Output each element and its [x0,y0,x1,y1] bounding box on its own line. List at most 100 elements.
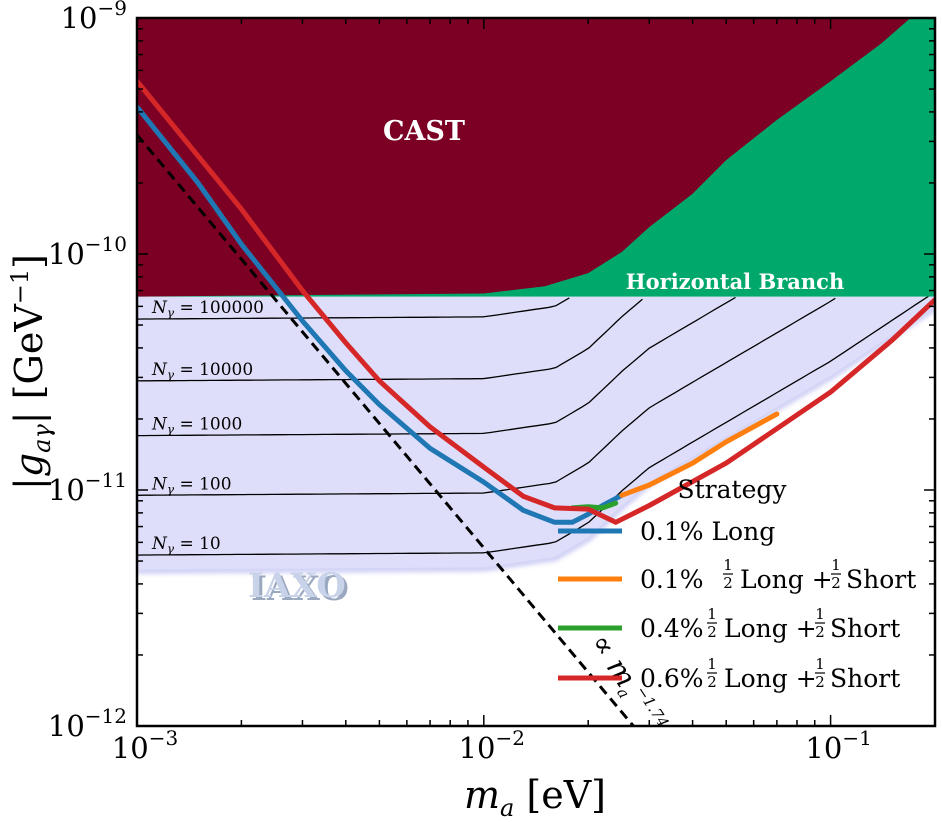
contour-label: Nγ = 1000 [151,415,242,437]
tick-label-base: 10 [48,709,85,743]
contour-label-sub: γ [167,482,175,496]
tick-label: 10−10 [48,232,127,271]
x-axis-title-sub: a [500,794,514,822]
legend-title: Strategy [678,475,788,504]
x-axis-title-symbol: m [464,773,500,817]
fraction-numerator: 1 [723,556,733,574]
contour-label: Nγ = 10 [151,534,221,556]
contour-label-name: N [151,415,168,435]
contour-label-sub: γ [167,542,175,556]
contour-label-name: N [151,534,168,554]
fraction-numerator: 1 [815,605,825,623]
contour-label-name: N [151,298,168,318]
cast-region [137,18,911,297]
tick-label-base: 10 [805,731,842,765]
fraction-denominator: 2 [815,673,825,691]
legend-label: Short [830,664,900,693]
contour-label: Nγ = 100 [151,474,232,496]
tick-label: 10−9 [61,0,127,35]
contour-line [137,297,570,320]
legend-fraction: 12 [815,655,825,691]
legend-label: 0.4% [640,614,704,643]
fraction-denominator: 2 [707,673,717,691]
tick-label-exponent: −10 [85,232,127,256]
fraction-numerator: 1 [831,556,841,574]
tick-label: 10−1 [805,726,871,765]
tick-label: 10−12 [48,704,127,743]
axis-ticks [136,18,936,727]
y-axis-title-sub: aγ [28,424,56,453]
contour-label-value: = 100000 [174,298,264,318]
contour-label-value: = 100 [174,474,232,494]
tick-label: 10−3 [112,726,178,765]
contour-line [137,297,836,496]
iaxo-label-shadow: IAXO [251,569,349,609]
tick-label-base: 10 [48,237,85,271]
contour-label-name: N [151,360,168,380]
plot-frame [135,16,937,728]
legend-label: Short [830,614,900,643]
contour-label-value: = 10000 [174,360,253,380]
legend-fraction: 12 [831,556,841,592]
contour-label-name: N [151,474,168,494]
fraction-denominator: 2 [707,623,717,641]
fraction-numerator: 1 [707,605,717,623]
legend-fraction: 12 [723,556,733,592]
fraction-denominator: 2 [723,574,733,592]
tick-label-base: 10 [459,731,496,765]
photon-count-contours [137,295,929,556]
y-axis-title-bracket: ] [7,254,51,269]
legend-fraction: 12 [815,605,825,641]
series-line [137,104,625,525]
contour-label-sub: γ [167,368,175,382]
tick-label-exponent: −11 [85,468,127,492]
tick-label-base: 10 [48,473,85,507]
y-axis-title-open: | [7,477,51,490]
tick-label-exponent: −2 [496,726,525,750]
y-axis-title-symbol: g [7,453,51,477]
legend-label: Long + [740,565,833,594]
legend-label: 0.1% Long [640,517,775,546]
x-axis-title-unit: [eV] [514,773,606,817]
contour-line [137,295,929,556]
legend-fraction: 12 [707,605,717,641]
fraction-numerator: 1 [707,655,717,673]
power-law-line [137,133,635,726]
legend-label: 0.1% [640,565,704,594]
contour-label-value: = 10 [174,534,221,554]
y-axis-title-exp: −1 [6,269,34,304]
iaxo-region [137,296,935,570]
contour-label: Nγ = 10000 [151,360,253,382]
tick-label: 10−11 [48,468,127,507]
tick-label-base: 10 [61,1,98,35]
contour-label-sub: γ [167,306,175,320]
legend-label: 0.6% [640,664,704,693]
tick-label-exponent: −1 [842,726,871,750]
fraction-denominator: 2 [815,623,825,641]
legend-fraction: 12 [707,655,717,691]
tick-label-exponent: −9 [98,0,127,20]
y-axis-title: |gaγ| [GeV−1] [6,254,56,490]
tick-label: 10−2 [459,726,525,765]
horizontal-branch-label: Horizontal Branch [626,269,844,294]
fraction-denominator: 2 [831,574,841,592]
series-line [137,78,935,525]
contour-line [137,298,643,382]
tick-label-exponent: −12 [85,704,127,728]
contour-label-sub: γ [167,423,175,437]
cast-label: CAST [383,116,465,147]
series-lines [137,78,935,525]
iaxo-label: IAXO [248,566,346,606]
tick-label-exponent: −3 [149,726,178,750]
series-line [619,411,780,498]
legend-label: Long + [724,614,817,643]
x-axis-title: ma [eV] [464,773,606,822]
y-axis-title-close: | [GeV [7,304,51,425]
legend-label: Short [846,565,916,594]
legend-label: Long + [724,664,817,693]
